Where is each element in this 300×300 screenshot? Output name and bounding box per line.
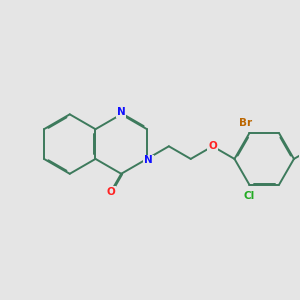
Text: O: O (106, 187, 115, 197)
Text: Br: Br (239, 118, 252, 128)
Text: N: N (117, 107, 126, 117)
Text: O: O (208, 141, 217, 151)
Text: N: N (144, 155, 153, 165)
Text: Cl: Cl (244, 191, 255, 201)
